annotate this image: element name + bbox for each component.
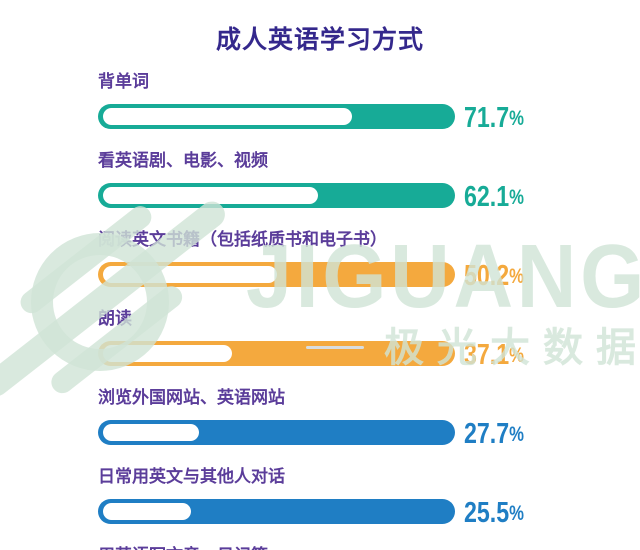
chart-row: 阅读英文书籍（包括纸质书和电子书） 50.2% — [98, 230, 598, 293]
chart-row: 背单词 71.7% — [98, 72, 598, 135]
bar-fill — [103, 344, 232, 362]
chart-row: 用英语写文章、日记等22.8% — [98, 546, 598, 550]
bar-value: 37.1% — [464, 339, 524, 372]
bar-value-number: 27.7 — [464, 418, 510, 450]
bar-value-suffix: % — [509, 185, 525, 209]
bar-track — [98, 261, 455, 287]
bar-value-suffix: % — [509, 106, 525, 130]
bar-fill — [103, 265, 278, 283]
bar-label: 浏览外国网站、英语网站 — [98, 388, 285, 407]
bar-line: 27.7% — [98, 413, 598, 451]
bar-value: 27.7% — [464, 418, 524, 451]
bar-fill — [103, 423, 200, 441]
bar-value: 25.5% — [464, 497, 524, 530]
bar-value-number: 37.1 — [464, 339, 510, 371]
bar-value-suffix: % — [509, 343, 525, 367]
bar-label: 背单词 — [98, 72, 149, 91]
bar-value: 62.1% — [464, 181, 524, 214]
bar-track — [98, 340, 455, 366]
chart-title: 成人英语学习方式 — [215, 26, 424, 54]
bar-fill — [103, 186, 319, 204]
bar-value-suffix: % — [509, 422, 525, 446]
bar-label: 朗读 — [98, 309, 132, 328]
bar-value-number: 62.1 — [464, 181, 510, 213]
bar-line: 62.1% — [98, 176, 598, 214]
bar-track — [98, 103, 455, 129]
bar-label: 看英语剧、电影、视频 — [98, 151, 268, 170]
bar-track — [98, 419, 455, 445]
bar-rows: 背单词 71.7% 看英语剧、电影、视频 62.1% 阅读英文书籍（包括纸质书和电子书）… — [98, 72, 598, 550]
bar-label: 日常用英文与其他人对话 — [98, 467, 285, 486]
bar-track — [98, 182, 455, 208]
bar-value-number: 25.5 — [464, 497, 510, 529]
bar-value-number: 71.7 — [464, 102, 510, 134]
chart-row: 朗读 37.1% — [98, 309, 598, 372]
bar-track — [98, 498, 455, 524]
bar-value-suffix: % — [509, 501, 525, 525]
bar-value: 71.7% — [464, 102, 524, 135]
bar-line: 50.2% — [98, 255, 598, 293]
chart-row: 日常用英文与其他人对话 25.5% — [98, 467, 598, 530]
bar-fill — [103, 502, 192, 520]
bar-value-suffix: % — [509, 264, 525, 288]
bar-line: 71.7% — [98, 97, 598, 135]
bar-line: 25.5% — [98, 492, 598, 530]
bar-label: 用英语写文章、日记等 — [98, 546, 598, 550]
bar-line: 37.1% — [98, 334, 598, 372]
bar-value-number: 50.2 — [464, 260, 510, 292]
bar-value: 50.2% — [464, 260, 524, 293]
bar-label: 阅读英文书籍（包括纸质书和电子书） — [98, 230, 387, 249]
chart-row: 浏览外国网站、英语网站 27.7% — [98, 388, 598, 451]
chart-row: 看英语剧、电影、视频 62.1% — [98, 151, 598, 214]
bar-fill — [103, 107, 352, 125]
